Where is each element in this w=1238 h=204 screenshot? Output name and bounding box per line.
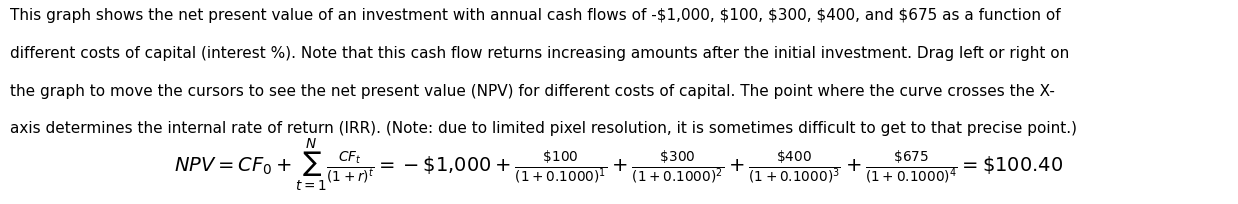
Text: This graph shows the net present value of an investment with annual cash flows o: This graph shows the net present value o… bbox=[10, 8, 1061, 23]
Text: axis determines the internal rate of return (IRR). (Note: due to limited pixel r: axis determines the internal rate of ret… bbox=[10, 121, 1077, 136]
Text: the graph to move the cursors to see the net present value (NPV) for different c: the graph to move the cursors to see the… bbox=[10, 84, 1055, 99]
Text: different costs of capital (interest %). Note that this cash flow returns increa: different costs of capital (interest %).… bbox=[10, 46, 1070, 61]
Text: $NPV = CF_0 + \sum_{t=1}^{N} \frac{CF_t}{(1+r)^t} = -\$1{,}000 + \frac{\$100}{(1: $NPV = CF_0 + \sum_{t=1}^{N} \frac{CF_t}… bbox=[175, 136, 1063, 193]
